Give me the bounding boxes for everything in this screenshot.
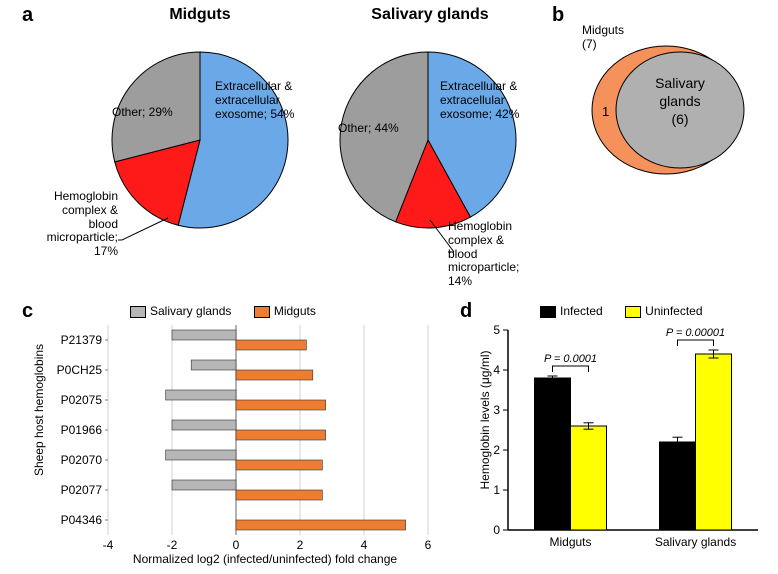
barD-group-label: Midguts	[549, 535, 591, 549]
pie-salivary	[328, 40, 528, 240]
barC-bar-salivary	[172, 480, 236, 490]
legend-swatch-uninfected	[625, 306, 641, 318]
barC-bar-midguts	[236, 400, 326, 410]
barD-pvalue: P = 0.00001	[666, 327, 725, 339]
barC-row-label: P02077	[61, 483, 103, 497]
svg-text:2: 2	[493, 443, 500, 457]
svg-text:5: 5	[493, 323, 500, 337]
venn-unique-count: 1	[602, 104, 609, 119]
barC-bar-midguts	[236, 520, 406, 530]
barC-bar-midguts	[236, 460, 322, 470]
pie-midguts	[100, 40, 300, 240]
barC-bar-salivary	[166, 450, 236, 460]
pie-label-sal-hemo: Hemoglobin complex & blood microparticle…	[448, 220, 519, 289]
pie-label-sal-other: Other; 44%	[338, 122, 399, 136]
barD-legend: Infected Uninfected	[540, 302, 721, 320]
pie-label-mid-ext: Extracellular & extracellular exosome; 5…	[215, 80, 294, 121]
svg-text:1: 1	[493, 483, 500, 497]
barD-chart: 0 1 2 3 4 5 Midguts P = 0.0001 Salivary glands P …	[468, 320, 778, 570]
barC-row-label: P21379	[61, 333, 103, 347]
legend-label-infected: Infected	[560, 304, 603, 318]
legend-swatch-midguts	[254, 306, 270, 318]
venn-label-salivary: Salivary	[655, 75, 705, 91]
panel-label-b: b	[552, 4, 564, 27]
barC-row-label: P0CH25	[57, 363, 103, 377]
barC-bar-midguts	[236, 370, 313, 380]
pie-label-sal-ext: Extracellular & extracellular exosome; 4…	[440, 80, 519, 121]
venn-label-salivary: (6)	[671, 111, 688, 127]
barC-bar-salivary	[172, 420, 236, 430]
pie-title-midguts: Midguts	[100, 6, 300, 24]
barC-bar-salivary	[166, 390, 236, 400]
barC-bar-midguts	[236, 340, 306, 350]
barD-ylabel: Hemoglobin levels (μg/ml)	[478, 320, 492, 520]
barD-bar-uninfected	[696, 354, 732, 530]
barC-row-label: P02070	[61, 453, 103, 467]
legend-label-uninfected: Uninfected	[645, 304, 702, 318]
barC-chart: -4 -2 0 2 4 6 P21379 P0CH25 P02075 P01966 P02070 P0…	[28, 320, 448, 570]
barC-legend: Salivary glands Midguts	[130, 302, 334, 320]
barD-bar-uninfected	[571, 426, 607, 530]
venn-circle-salivary	[616, 52, 744, 168]
pie-label-mid-other: Other; 29%	[112, 106, 173, 120]
barC-bar-salivary	[191, 360, 236, 370]
barC-row-label: P01966	[61, 423, 103, 437]
pie-label-mid-hemo: Hemoglobin complex & blood microparticle…	[28, 190, 118, 259]
barC-bar-midguts	[236, 490, 322, 500]
legend-label-midguts: Midguts	[274, 304, 316, 318]
barD-group-label: Salivary glands	[655, 535, 736, 549]
svg-text:2: 2	[297, 538, 304, 552]
barC-row-label: P02075	[61, 393, 103, 407]
svg-text:0: 0	[233, 538, 240, 552]
barD-bar-infected	[535, 378, 571, 530]
venn-label-salivary: glands	[659, 93, 700, 109]
barC-xlabel: Normalized log2 (infected/uninfected) fo…	[100, 552, 430, 566]
svg-text:-4: -4	[103, 538, 114, 552]
barD-pvalue: P = 0.0001	[544, 353, 597, 365]
venn-label-midguts: Midguts (7)	[582, 24, 624, 52]
svg-text:4: 4	[493, 363, 500, 377]
barC-bar-salivary	[172, 330, 236, 340]
svg-text:4: 4	[361, 538, 368, 552]
legend-swatch-infected	[540, 306, 556, 318]
barC-bar-midguts	[236, 430, 326, 440]
svg-text:-2: -2	[167, 538, 178, 552]
svg-text:0: 0	[493, 523, 500, 537]
panel-label-a: a	[22, 4, 33, 27]
svg-text:6: 6	[425, 538, 432, 552]
barC-row-label: P04346	[61, 513, 103, 527]
barD-bar-infected	[660, 442, 696, 530]
pie-title-salivary: Salivary glands	[320, 6, 540, 24]
barC-ylabel: Sheep host hemoglobins	[32, 310, 46, 510]
legend-label-salivary: Salivary glands	[150, 304, 231, 318]
legend-swatch-salivary	[130, 306, 146, 318]
svg-text:3: 3	[493, 403, 500, 417]
